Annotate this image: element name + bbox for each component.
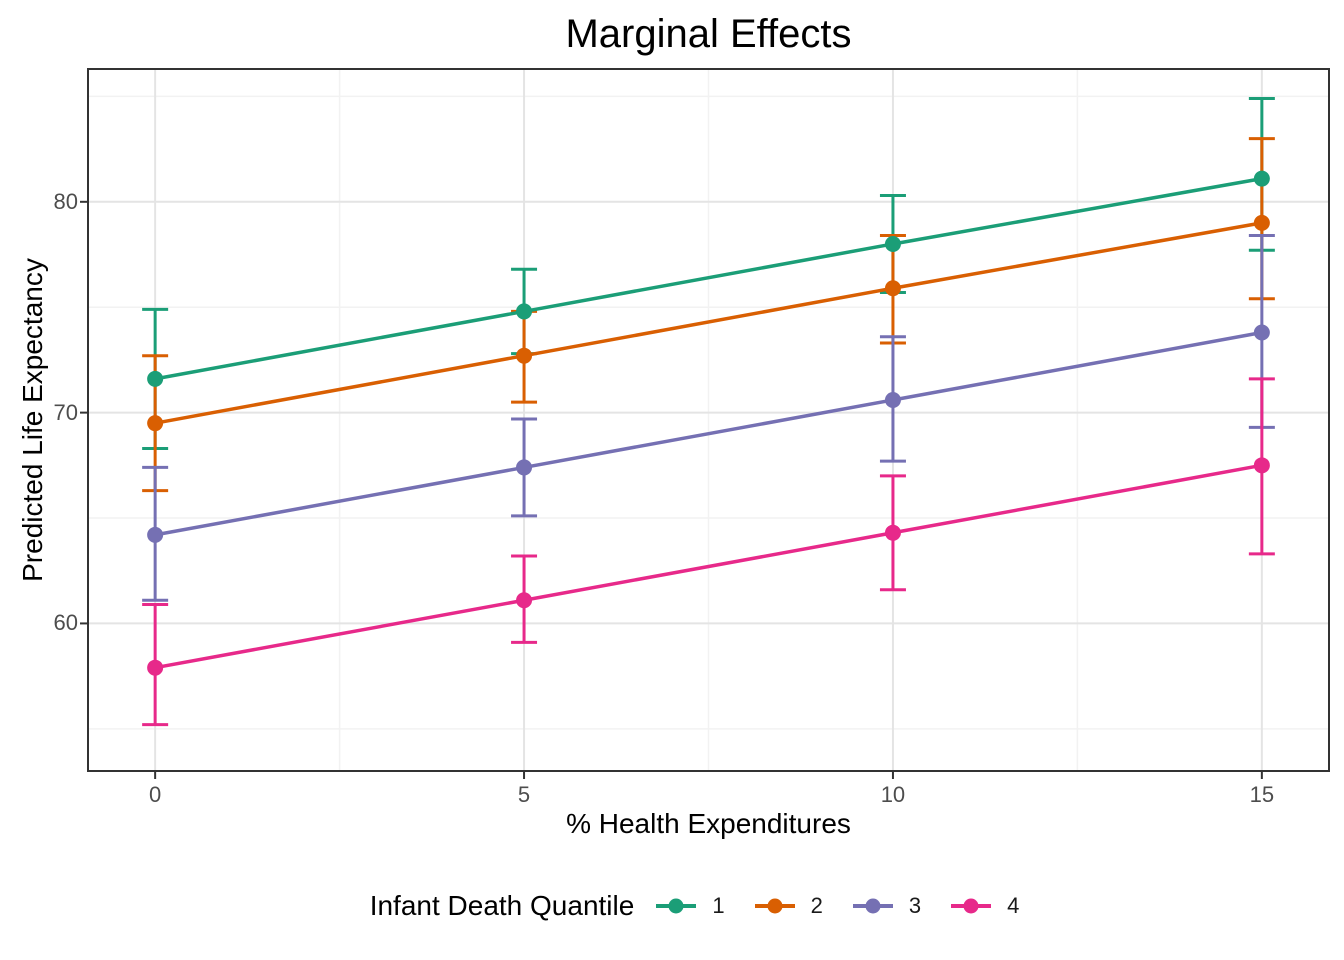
data-point — [1253, 324, 1270, 341]
trend-line — [154, 221, 1263, 425]
data-point — [147, 415, 164, 432]
y-axis-label: Predicted Life Expectancy — [17, 258, 48, 582]
x-tick-label: 5 — [517, 782, 531, 807]
trend-line — [154, 330, 1263, 537]
legend-item-label: 4 — [1007, 893, 1020, 918]
legend-item-quantile-3: 3 — [851, 893, 949, 919]
x-tick-label: 15 — [1249, 782, 1275, 807]
legend: Infant Death Quantile 1 2 3 4 — [88, 884, 1329, 928]
data-point — [516, 303, 533, 320]
data-point — [516, 347, 533, 364]
legend-item-label: 2 — [810, 893, 823, 918]
chart-title: Marginal Effects — [565, 12, 852, 56]
data-point — [884, 524, 901, 541]
panel-border — [87, 68, 1330, 772]
legend-key-icon — [951, 898, 992, 914]
data-point — [147, 526, 164, 543]
data-point — [147, 370, 164, 387]
legend-item-quantile-2: 2 — [753, 893, 851, 919]
x-tick-label: 10 — [880, 782, 906, 807]
y-tick-label: 70 — [53, 399, 78, 425]
x-axis-label: % Health Expenditures — [566, 808, 851, 839]
legend-item-label: 1 — [712, 893, 725, 918]
x-tick-label: 0 — [149, 782, 162, 807]
data-point — [884, 391, 901, 408]
data-point — [1253, 170, 1270, 187]
legend-items: 1 2 3 4 — [654, 893, 1047, 919]
data-point — [1253, 214, 1270, 231]
data-point — [516, 592, 533, 609]
y-tick-label: 60 — [53, 610, 78, 636]
data-point — [884, 280, 901, 297]
trend-line — [154, 176, 1263, 381]
legend-item-label: 3 — [908, 893, 922, 918]
legend-item-quantile-4: 4 — [949, 893, 1047, 919]
legend-key-icon — [852, 898, 893, 914]
legend-item-quantile-1: 1 — [654, 893, 752, 919]
trend-line — [154, 463, 1263, 670]
data-point — [516, 459, 533, 476]
data-point — [147, 659, 164, 676]
legend-title: Infant Death Quantile — [369, 890, 635, 921]
y-tick-label: 80 — [53, 188, 78, 214]
data-point — [884, 235, 901, 252]
data-point — [1253, 457, 1270, 474]
legend-key-icon — [754, 898, 795, 914]
legend-key-icon — [656, 898, 697, 914]
